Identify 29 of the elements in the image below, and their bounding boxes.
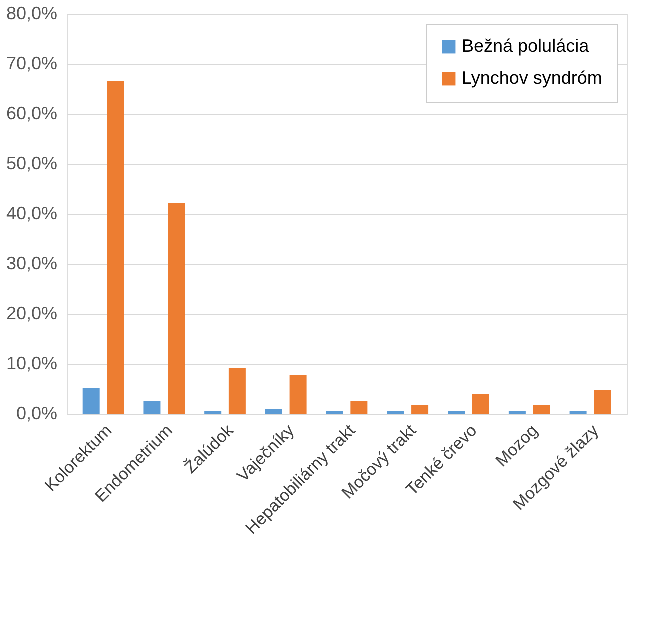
bar xyxy=(412,406,429,414)
legend-label: Lynchov syndróm xyxy=(462,68,602,88)
bar xyxy=(204,411,222,414)
y-tick-label: 50,0% xyxy=(6,154,58,174)
bar xyxy=(107,81,124,414)
bar xyxy=(472,394,490,414)
bar xyxy=(570,411,587,414)
y-tick-label: 0,0% xyxy=(16,404,58,424)
y-tick-label: 60,0% xyxy=(6,104,58,124)
bar xyxy=(533,406,550,414)
bar xyxy=(350,402,368,414)
bar xyxy=(228,368,246,414)
y-tick-label: 30,0% xyxy=(6,254,58,274)
legend-label: Bežná polulácia xyxy=(462,36,590,56)
bar xyxy=(290,376,307,414)
bar xyxy=(387,411,404,414)
y-tick-label: 10,0% xyxy=(6,354,58,374)
bar xyxy=(508,411,526,414)
bar xyxy=(594,390,612,414)
bar xyxy=(326,411,344,414)
y-tick-label: 80,0% xyxy=(6,4,58,24)
bar xyxy=(144,402,161,414)
bar xyxy=(82,388,100,414)
bar xyxy=(168,204,186,414)
y-tick-label: 20,0% xyxy=(6,304,58,324)
y-tick-label: 70,0% xyxy=(6,54,58,74)
bar xyxy=(448,411,466,414)
bar xyxy=(265,409,282,414)
y-tick-label: 40,0% xyxy=(6,204,58,224)
